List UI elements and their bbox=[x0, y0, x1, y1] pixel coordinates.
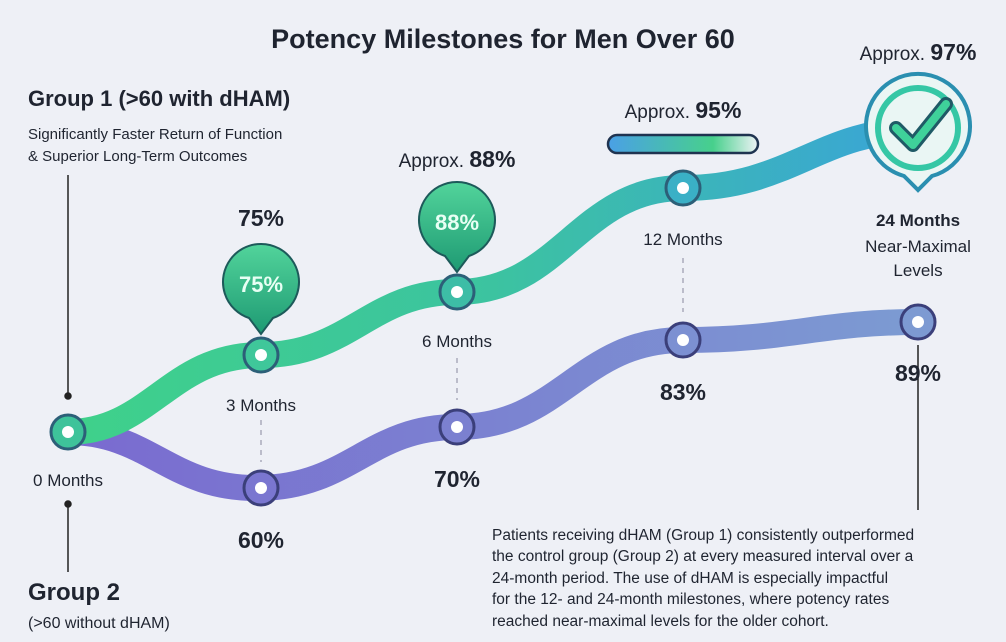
group2-value: 89% bbox=[895, 360, 941, 386]
milestone-label: 12 Months bbox=[643, 230, 722, 249]
node-core bbox=[255, 349, 267, 361]
milestone-label: 24 Months bbox=[876, 211, 960, 230]
check-badge bbox=[864, 71, 972, 193]
dashed-guides bbox=[260, 258, 684, 462]
summary-line: reached near-maximal levels for the olde… bbox=[492, 613, 829, 630]
callout-prefix: Approx. bbox=[860, 44, 925, 65]
progress-bar bbox=[606, 133, 760, 155]
callout-prefix: Approx. bbox=[625, 102, 690, 123]
milestone-label: 3 Months bbox=[226, 396, 296, 415]
nodes bbox=[49, 169, 937, 507]
callout-prefix: Approx. bbox=[399, 151, 464, 172]
node-core bbox=[451, 421, 463, 433]
milestone-label: 0 Months bbox=[33, 471, 103, 490]
group1-callout: Approx. 97% bbox=[860, 39, 977, 65]
node-core bbox=[677, 334, 689, 346]
node-core bbox=[62, 426, 74, 438]
node-core bbox=[677, 182, 689, 194]
progress bbox=[606, 133, 760, 155]
connector-dot bbox=[64, 392, 72, 400]
badge-3: 75% bbox=[222, 242, 300, 336]
milestone-label: 6 Months bbox=[422, 332, 492, 351]
badge-value: 88% bbox=[435, 210, 479, 235]
group2-value: 60% bbox=[238, 527, 284, 553]
group2-name: Group 2 bbox=[28, 579, 120, 606]
summary-line: 24-month period. The use of dHAM is espe… bbox=[492, 570, 888, 587]
pin bbox=[222, 242, 300, 336]
group1-callout: Approx. 88% bbox=[399, 146, 516, 172]
group2-value: 83% bbox=[660, 379, 706, 405]
group1-description: Significantly Faster Return of Function bbox=[28, 126, 282, 143]
summary-line: for the 12- and 24-month milestones, whe… bbox=[492, 591, 889, 608]
group1-description: & Superior Long-Term Outcomes bbox=[28, 148, 247, 165]
connector-dot bbox=[64, 500, 72, 508]
group1-callout: Approx. 95% bbox=[625, 97, 742, 123]
badge-value: 75% bbox=[239, 272, 283, 297]
group1-name: Group 1 (>60 with dHAM) bbox=[28, 86, 290, 111]
milestone-note: Near-Maximal bbox=[865, 237, 971, 256]
node-core bbox=[255, 482, 267, 494]
connector-lines bbox=[64, 175, 919, 572]
summary-line: the control group (Group 2) at every mea… bbox=[492, 548, 914, 565]
summary: Patients receiving dHAM (Group 1) consis… bbox=[492, 527, 914, 630]
check-ring bbox=[875, 85, 961, 171]
callout-value: 88% bbox=[469, 146, 515, 172]
check bbox=[892, 100, 950, 149]
title: Potency Milestones for Men Over 60 bbox=[271, 24, 735, 54]
pin bbox=[418, 180, 496, 274]
callout-value: 95% bbox=[695, 97, 741, 123]
node-core bbox=[451, 286, 463, 298]
summary-line: Patients receiving dHAM (Group 1) consis… bbox=[492, 527, 914, 544]
group2-value: 70% bbox=[434, 466, 480, 492]
node-core bbox=[912, 316, 924, 328]
group1-callout: 75% bbox=[238, 205, 284, 231]
milestone-note: Levels bbox=[893, 261, 942, 280]
badge-6: 88% bbox=[418, 180, 496, 274]
callout-value: 97% bbox=[930, 39, 976, 65]
group2-description: (>60 without dHAM) bbox=[28, 615, 170, 632]
